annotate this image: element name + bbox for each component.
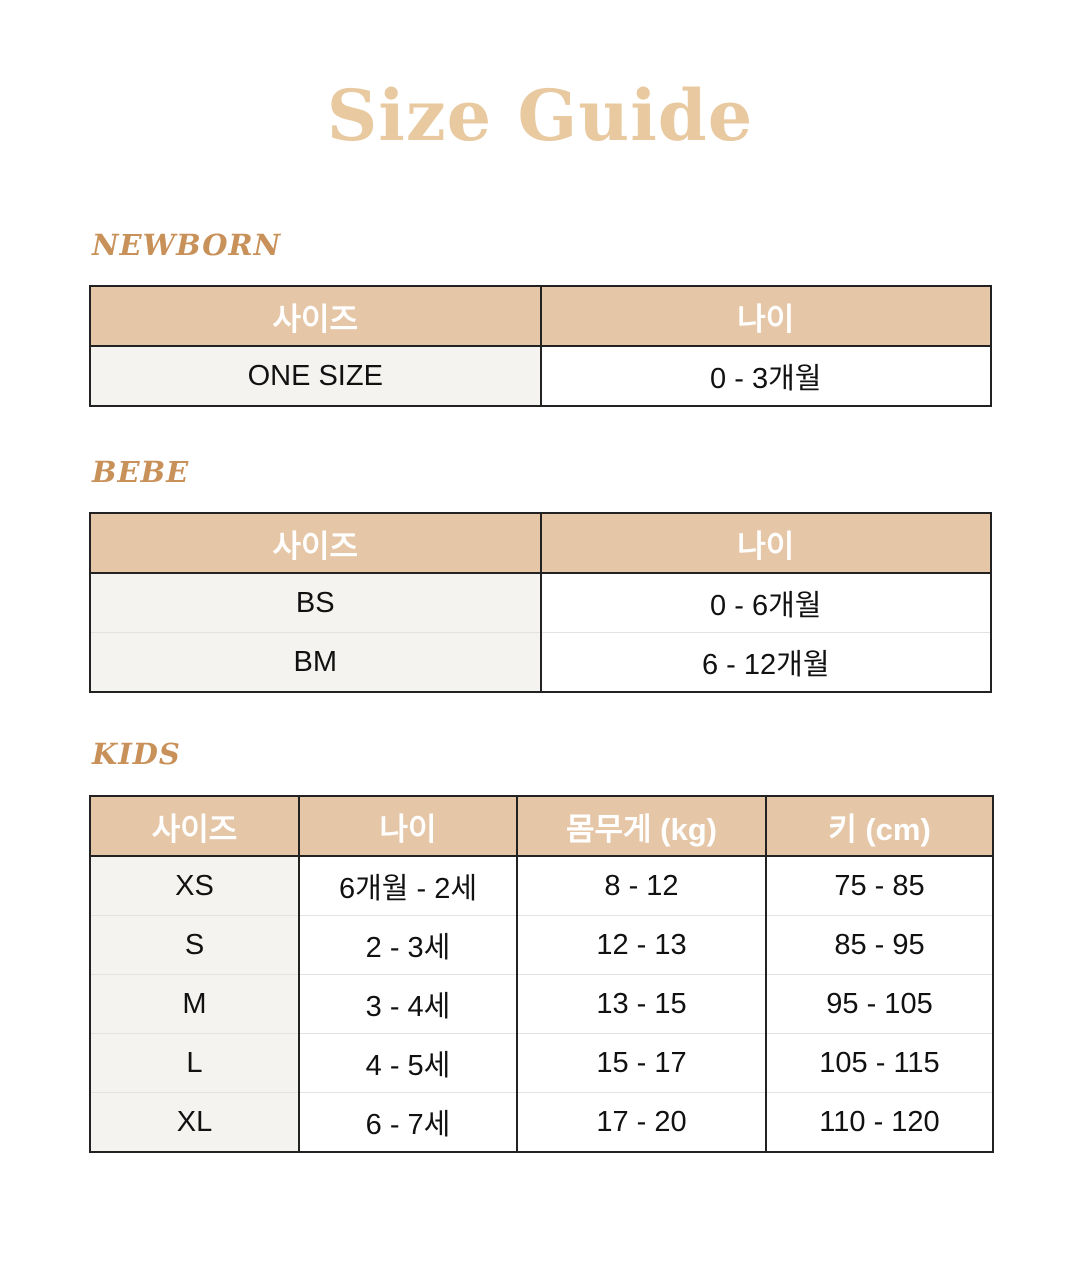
page-title: Size Guide [326,74,754,157]
cell-age: 4 - 5세 [298,1033,517,1093]
table-row: ONE SIZE 0 - 3개월 [90,345,991,406]
cell-height: 105 - 115 [765,1033,993,1093]
cell-size: S [90,915,299,975]
bebe-table: 사이즈 나이 BS 0 - 6개월 BM 6 - 12개월 [89,512,992,693]
cell-age: 6개월 - 2세 [298,855,517,916]
header-age: 나이 [539,513,991,574]
cell-weight: 15 - 17 [516,1033,766,1093]
cell-size: BS [90,572,541,633]
cell-height: 75 - 85 [765,855,993,916]
cell-height: 95 - 105 [765,974,993,1034]
header-height: 키 (cm) [765,796,993,857]
cell-age: 3 - 4세 [298,974,517,1034]
cell-size: M [90,974,299,1034]
header-size: 사이즈 [90,796,299,857]
cell-height: 85 - 95 [765,915,993,975]
cell-size: ONE SIZE [90,345,541,406]
cell-weight: 12 - 13 [516,915,766,975]
section-newborn-label: NEWBORN [92,228,282,262]
cell-weight: 8 - 12 [516,855,766,916]
cell-age: 2 - 3세 [298,915,517,975]
cell-weight: 17 - 20 [516,1092,766,1152]
cell-age: 0 - 6개월 [539,572,991,633]
cell-size: L [90,1033,299,1093]
header-weight: 몸무게 (kg) [516,796,766,857]
cell-age: 6 - 12개월 [539,632,991,692]
table-row: XS 6개월 - 2세 8 - 12 75 - 85 [90,855,993,916]
cell-height: 110 - 120 [765,1092,993,1152]
section-kids-label: KIDS [92,737,181,771]
header-size: 사이즈 [90,286,541,347]
kids-table: 사이즈 나이 몸무게 (kg) 키 (cm) XS 6개월 - 2세 8 - 12 7… [89,795,994,1153]
section-bebe-label: BEBE [92,455,190,489]
cell-age: 6 - 7세 [298,1092,517,1152]
cell-size: XL [90,1092,299,1152]
header-age: 나이 [298,796,517,857]
cell-size: XS [90,855,299,916]
header-size: 사이즈 [90,513,541,574]
header-age: 나이 [539,286,991,347]
table-row: BM 6 - 12개월 [90,632,991,692]
cell-age: 0 - 3개월 [539,345,991,406]
newborn-table: 사이즈 나이 ONE SIZE 0 - 3개월 [89,285,992,407]
cell-size: BM [90,632,541,692]
cell-weight: 13 - 15 [516,974,766,1034]
table-row: XL 6 - 7세 17 - 20 110 - 120 [90,1092,993,1152]
table-row: BS 0 - 6개월 [90,572,991,633]
